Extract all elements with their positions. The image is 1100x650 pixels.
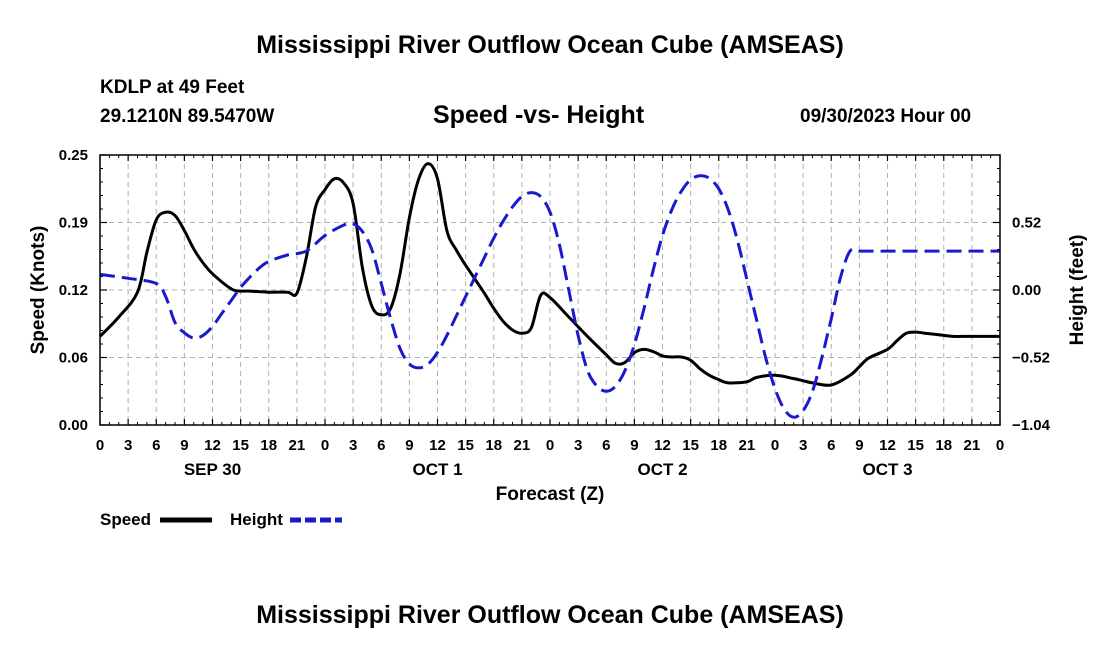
y2-axis-label: Height (feet) [1067,235,1088,346]
x-tick-label: 0 [546,437,554,454]
y-tick-label: 0.06 [59,350,88,367]
day-label: OCT 2 [637,460,687,479]
day-label: OCT 3 [862,460,912,479]
x-tick-label: 12 [654,437,671,454]
x-axis-label: Forecast (Z) [496,484,605,505]
y-tick-label: 0.12 [59,282,88,299]
x-tick-label: 18 [935,437,952,454]
day-label: SEP 30 [184,460,241,479]
x-tick-label: 12 [879,437,896,454]
x-tick-label: 6 [152,437,160,454]
x-tick-label: 18 [710,437,727,454]
y-tick-label: 0.19 [59,215,88,232]
x-tick-label: 3 [124,437,132,454]
x-tick-label: 6 [602,437,610,454]
y-tick-label: 0.00 [59,417,88,434]
x-tick-label: 6 [377,437,385,454]
x-tick-label: 15 [232,437,249,454]
y-axis-label: Speed (Knots) [28,226,49,355]
x-tick-label: 21 [514,437,531,454]
day-label: OCT 1 [412,460,462,479]
x-tick-label: 18 [260,437,277,454]
y2-tick-label: 0.00 [1012,282,1041,299]
x-tick-label: 15 [682,437,699,454]
y2-tick-label: −0.52 [1012,350,1050,367]
x-tick-label: 0 [996,437,1004,454]
x-tick-label: 0 [321,437,329,454]
chart-labels: 0 3 6 9 12 15 18 21 0 3 6 9 12 15 18 21 0 3 6 9 12 15 18 21 0 3 6 9… [59,147,1051,479]
legend-height-label: Height [230,510,283,529]
y2-tick-label: 0.52 [1012,215,1041,232]
x-tick-label: 3 [574,437,582,454]
x-tick-label: 12 [429,437,446,454]
x-tick-label: 15 [907,437,924,454]
x-tick-label: 21 [964,437,981,454]
legend-speed-label: Speed [100,510,151,529]
footer-title: Mississippi River Outflow Ocean Cube (AM… [0,601,1100,630]
x-tick-label: 9 [180,437,188,454]
x-tick-label: 18 [485,437,502,454]
x-tick-label: 6 [827,437,835,454]
y2-tick-label: −1.04 [1012,417,1051,434]
speed-vs-height-chart: 0 3 6 9 12 15 18 21 0 3 6 9 12 15 18 21 0 3 6 9 12 15 18 21 0 3 6 9… [0,0,1100,650]
x-tick-label: 15 [457,437,474,454]
x-tick-label: 9 [630,437,638,454]
x-tick-label: 9 [405,437,413,454]
x-tick-label: 9 [855,437,863,454]
x-tick-label: 3 [799,437,807,454]
x-tick-label: 12 [204,437,221,454]
x-tick-label: 21 [739,437,756,454]
x-tick-label: 21 [289,437,306,454]
x-tick-label: 0 [771,437,779,454]
y-tick-label: 0.25 [59,147,88,164]
x-tick-label: 0 [96,437,104,454]
x-tick-label: 3 [349,437,357,454]
